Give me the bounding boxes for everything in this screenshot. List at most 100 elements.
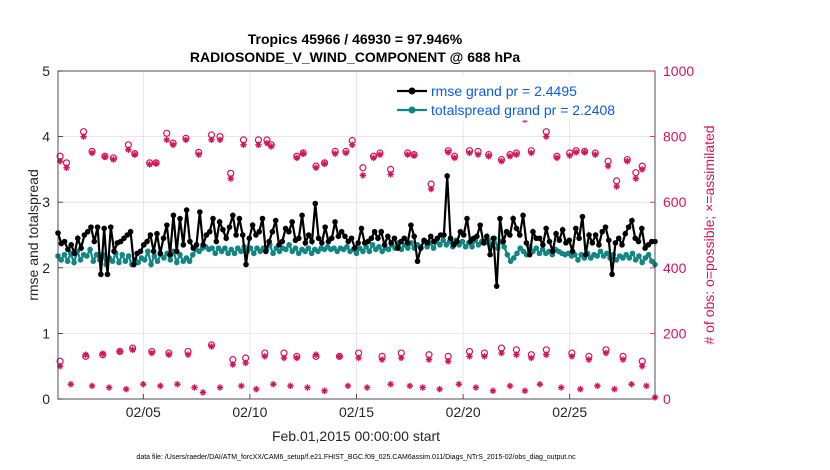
rmse-point: [487, 251, 493, 258]
y-right-tick-label: 200: [663, 325, 687, 341]
obs-assimilated-marker: [455, 381, 463, 388]
rmse-point: [371, 228, 378, 235]
rmse-point: [619, 242, 625, 248]
obs-possible-marker: [632, 169, 640, 177]
obs-assimilated-marker: [451, 154, 458, 162]
obs-assimilated-marker: [436, 385, 443, 393]
legend-swatch-marker: [408, 106, 416, 114]
rmse-point: [592, 232, 599, 238]
obs-assimilated-marker: [293, 354, 300, 362]
rmse-point: [596, 242, 602, 248]
obs-assimilated-marker: [639, 166, 646, 173]
spread-point: [225, 250, 231, 257]
x-tick-label: 02/25: [552, 404, 587, 420]
obs-assimilated-marker: [336, 353, 343, 360]
rmse-point: [441, 232, 447, 238]
rmse-point: [385, 233, 391, 240]
obs-possible-marker: [359, 164, 367, 172]
rmse-point: [480, 240, 487, 246]
obs-assimilated-marker: [242, 359, 249, 367]
rmse-point: [536, 235, 543, 242]
rmse-point: [523, 240, 530, 246]
obs-assimilated-marker: [472, 384, 480, 391]
spread-point: [87, 246, 93, 253]
obs-assimilated-marker: [355, 354, 362, 362]
spread-point: [462, 244, 469, 250]
rmse-point: [150, 248, 157, 255]
rmse-point: [602, 224, 609, 230]
spread-point: [539, 246, 546, 253]
obs-assimilated-marker: [410, 152, 418, 159]
rmse-point: [414, 258, 421, 265]
obs-assimilated-marker: [131, 151, 138, 158]
rmse-point: [94, 224, 101, 230]
obs-assimilated-marker: [169, 141, 177, 148]
rmse-point: [520, 212, 526, 219]
y-right-tick-label: 0: [663, 391, 671, 407]
spread-point: [353, 250, 360, 257]
rmse-point: [629, 217, 635, 224]
obs-assimilated-marker: [146, 161, 153, 168]
spread-point: [385, 246, 392, 253]
y-left-tick-label: 4: [42, 129, 50, 145]
obs-assimilated-marker: [602, 349, 610, 357]
obs-assimilated-marker: [63, 164, 70, 171]
rmse-point: [454, 238, 460, 245]
rmse-point: [497, 215, 503, 222]
rmse-point: [404, 240, 411, 246]
rmse-point: [576, 235, 582, 242]
obs-assimilated-marker: [359, 172, 367, 179]
rmse-point: [411, 233, 418, 240]
rmse-point: [279, 238, 286, 245]
rmse-point: [167, 251, 173, 258]
chart-title-line2: RADIOSONDE_V_WIND_COMPONENT @ 688 hPa: [190, 49, 520, 65]
obs-assimilated-marker: [506, 382, 514, 390]
obs-assimilated-marker: [506, 153, 514, 160]
spread-point: [369, 242, 376, 248]
rmse-point: [391, 235, 398, 242]
spread-point: [64, 258, 71, 265]
obs-assimilated-marker: [485, 153, 492, 160]
spread-point: [209, 245, 215, 251]
rmse-point: [328, 235, 335, 242]
rmse-line: [56, 175, 655, 287]
spread-point: [437, 242, 443, 248]
y-axis-right-label: # of obs: o=possible; ×=assimilated: [701, 125, 717, 344]
obs-assimilated-marker: [182, 136, 190, 144]
spread-point: [286, 242, 292, 248]
rmse-point: [586, 232, 592, 238]
obs-assimilated-marker: [577, 385, 584, 393]
rmse-point: [566, 237, 573, 244]
chart-title-line1: Tropics 45966 / 46930 = 97.946%: [248, 31, 463, 47]
rmse-point: [180, 242, 187, 248]
rmse-point: [319, 240, 325, 246]
rmse-point: [262, 248, 269, 255]
rmse-point: [358, 225, 365, 232]
obs-assimilated-marker: [80, 133, 87, 140]
legend-label: totalspread grand pr = 2.2408: [431, 102, 615, 118]
spread-point: [575, 257, 581, 263]
rmse-point: [612, 240, 619, 246]
rmse-point: [543, 225, 549, 232]
rmse-point: [553, 230, 559, 237]
y-right-tick-label: 600: [663, 194, 687, 210]
spread-point: [90, 258, 97, 265]
obs-assimilated-marker: [148, 349, 156, 357]
rmse-point: [226, 224, 233, 230]
rmse-point: [164, 222, 170, 228]
obs-assimilated-marker: [553, 154, 561, 162]
obs-assimilated-marker: [481, 353, 488, 360]
spread-point: [594, 253, 601, 259]
rmse-point: [559, 226, 566, 233]
rmse-point: [556, 237, 563, 244]
spread-point: [376, 244, 382, 250]
obs-assimilated-marker: [536, 381, 544, 388]
spread-point: [161, 255, 167, 261]
rmse-point: [424, 240, 431, 246]
rmse-point: [352, 245, 358, 251]
rmse-point: [606, 237, 612, 244]
spread-point: [629, 250, 636, 257]
spread-point: [154, 258, 161, 265]
rmse-point: [507, 232, 513, 238]
obs-assimilated-marker: [581, 149, 588, 156]
